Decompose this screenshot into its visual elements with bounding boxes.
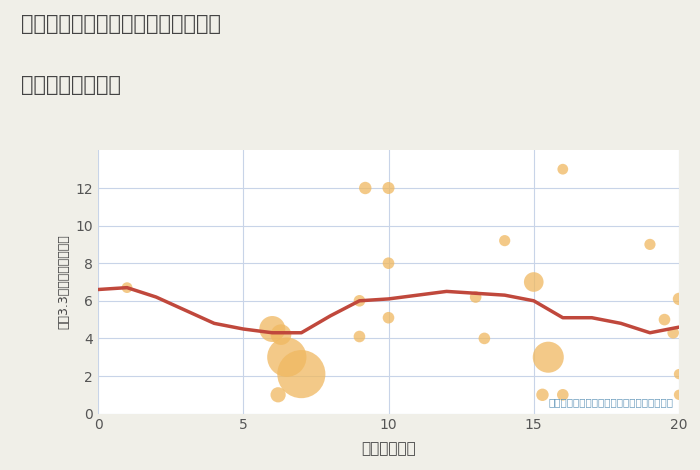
Point bbox=[528, 278, 539, 286]
Point bbox=[360, 184, 371, 192]
Point bbox=[673, 370, 685, 378]
Point bbox=[557, 391, 568, 399]
Text: 円の大きさは、取引のあった物件面積を示す: 円の大きさは、取引のあった物件面積を示す bbox=[548, 397, 673, 407]
Point bbox=[537, 391, 548, 399]
Point bbox=[354, 333, 365, 340]
Point bbox=[267, 325, 278, 333]
Text: 駅距離別土地価格: 駅距離別土地価格 bbox=[21, 75, 121, 95]
Point bbox=[122, 284, 133, 291]
Point bbox=[673, 295, 685, 303]
Point bbox=[281, 353, 293, 361]
Y-axis label: 坪（3.3㎡）単価（万円）: 坪（3.3㎡）単価（万円） bbox=[57, 235, 70, 329]
Point bbox=[275, 331, 286, 338]
Point bbox=[272, 391, 284, 399]
Point bbox=[659, 316, 670, 323]
Point bbox=[383, 314, 394, 321]
Point bbox=[557, 165, 568, 173]
Point bbox=[542, 353, 554, 361]
Point bbox=[645, 241, 656, 248]
Point bbox=[354, 297, 365, 305]
Point bbox=[499, 237, 510, 244]
Point bbox=[470, 293, 482, 301]
Point bbox=[383, 184, 394, 192]
X-axis label: 駅距離（分）: 駅距離（分） bbox=[361, 441, 416, 456]
Point bbox=[673, 391, 685, 399]
Point bbox=[479, 335, 490, 342]
Point bbox=[296, 370, 307, 378]
Point bbox=[668, 329, 679, 337]
Text: 三重県いなべ市藤原町志礼石新田の: 三重県いなべ市藤原町志礼石新田の bbox=[21, 14, 221, 34]
Point bbox=[383, 259, 394, 267]
